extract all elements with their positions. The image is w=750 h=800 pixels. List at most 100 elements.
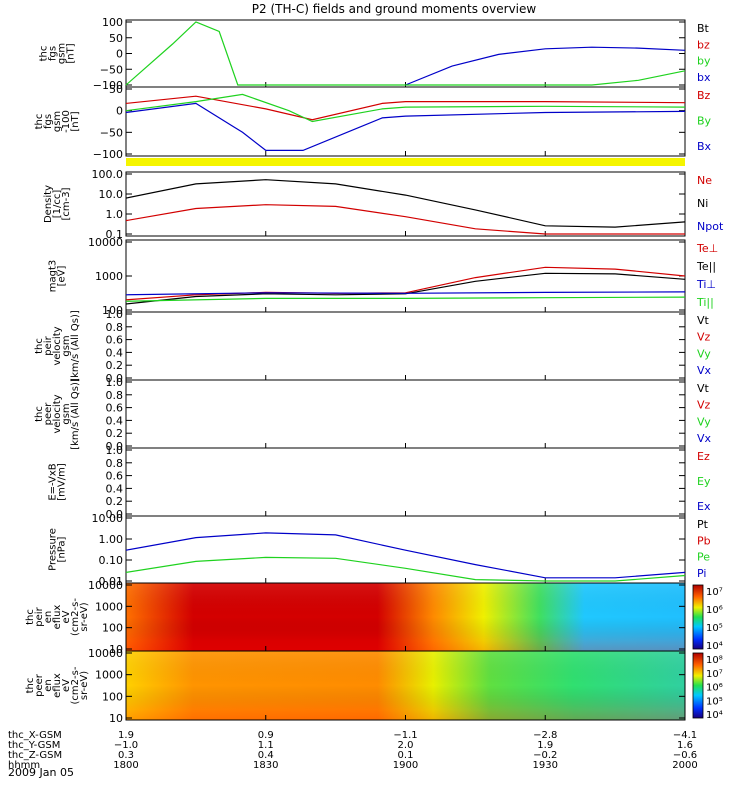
y-tick-label: 50 (109, 83, 123, 96)
legend-Te⊥: Te⊥ (696, 242, 718, 255)
date-label: 2009 Jan 05 (8, 766, 74, 779)
y-axis-label: thc (25, 609, 36, 625)
colorbar-tick-label: 10⁶ (706, 683, 723, 694)
series-fgs_b-Bz (125, 95, 686, 121)
x-row-value: 0.1 (398, 750, 414, 761)
y-axis-label: gsm (61, 403, 72, 424)
y-axis-label: velocity (52, 326, 63, 365)
legend-Vx: Vx (697, 364, 712, 377)
panel-frame (125, 515, 686, 584)
y-axis-label: velocity (52, 394, 63, 433)
y-axis-label: magt3 (48, 260, 59, 293)
spectrogram-shade (126, 583, 685, 651)
data-quality-bar (126, 158, 685, 166)
y-tick-label: 1000 (95, 669, 123, 682)
y-axis-label: Density (43, 185, 54, 223)
series-temp-Ti|| (125, 296, 686, 302)
x-row-value: −1.0 (114, 740, 138, 751)
y-axis-label: peer (43, 402, 54, 426)
y-axis-label: fgs (43, 114, 54, 129)
y-axis-label: Pressure (48, 528, 59, 571)
y-axis-label: peir (43, 335, 54, 355)
x-row-value: −2.8 (533, 730, 557, 741)
panels: 100500−50−100thcfgsgsm[nT]Btbzbybx500−50… (25, 16, 724, 725)
legend-Pe: Pe (697, 551, 710, 564)
x-row-value: 1.9 (118, 730, 134, 741)
y-tick-label: 0.0 (106, 372, 124, 385)
y-tick-label: 1.0 (106, 444, 124, 457)
y-tick-label: 100 (102, 622, 123, 635)
colorbar-tick-label: 10⁷ (706, 669, 723, 680)
y-tick-label: 10000 (88, 647, 123, 660)
y-tick-label: 1.00 (99, 533, 124, 546)
legend-By: By (697, 115, 712, 128)
colorbar-tick-label: 10⁸ (706, 655, 723, 666)
series-pressure-Pe (125, 556, 686, 582)
y-axis-label: [nT] (66, 43, 77, 63)
legend-Ti⊥: Ti⊥ (696, 278, 716, 291)
legend-Vt: Vt (697, 314, 710, 327)
x-row-value: 1.1 (258, 740, 274, 751)
panel-density: 100.0 10.0 1.0 0.1 Density[1/cc][cm-3] Ne Ni Np… (43, 168, 724, 241)
y-tick-label: 10.0 (99, 188, 124, 201)
x-row-value: −4.1 (673, 730, 697, 741)
legend-bz: bz (697, 38, 710, 51)
y-tick-label: 0.0 (106, 440, 124, 453)
y-axis-label: thc (34, 338, 45, 354)
legend-Ti||: Ti|| (696, 296, 714, 309)
panel-peir_spec: 10⁷ 10⁶ 10⁵ 10⁴ 10000 1000 100 10 thcpeireneflux… (25, 579, 723, 656)
x-row-value: 1800 (113, 760, 138, 771)
legend-Pi: Pi (697, 567, 706, 580)
y-axis-label: fgs (48, 46, 59, 61)
panel-efield: 1.00.80.60.40.20.0 E=-VxB[mV/m] Ez Ey Ex (48, 444, 711, 521)
y-axis-label: [eV] (57, 266, 68, 287)
series-fgs_b-By (125, 93, 686, 123)
x-row-value: 1.6 (677, 740, 693, 751)
x-row-value: 0.4 (258, 750, 274, 761)
y-axis-label: peir (34, 606, 45, 626)
y-tick-label: −50 (100, 63, 123, 76)
y-tick-label: 1.0 (106, 376, 124, 389)
y-tick-label: 10 (109, 643, 123, 656)
y-axis-label: eV (61, 610, 72, 623)
y-tick-label: 0.4 (106, 414, 124, 427)
panel-pressure: 10.00 1.00 0.10 0.01 Pressure[nPa] Pt Pb Pe Pi (48, 512, 711, 588)
legend-Te||: Te|| (696, 260, 716, 273)
y-axis-label: thc (34, 406, 45, 422)
y-axis-label: thc (39, 46, 50, 62)
x-row-label: hhmm (8, 760, 40, 771)
y-axis-label: peer (34, 673, 45, 697)
y-axis-label: sr-eV) (79, 602, 90, 631)
y-tick-label: 0.8 (106, 321, 124, 334)
x-row-value: 1830 (253, 760, 278, 771)
x-row-value: 1900 (393, 760, 418, 771)
legend-Bz: Bz (697, 89, 711, 102)
legend-Ex: Ex (697, 500, 711, 513)
series-fgs_b-Bx (125, 102, 686, 151)
series-temp-Ti⊥ (125, 291, 686, 296)
legend-Bt: Bt (697, 22, 710, 35)
legend-Ez: Ez (697, 450, 710, 463)
legend-Bx: Bx (697, 140, 712, 153)
y-tick-label: 0 (116, 48, 123, 61)
y-tick-label: −100 (93, 79, 123, 92)
x-row-value: −0.2 (533, 750, 557, 761)
y-axis-label: [km/s (All Qs)] (70, 310, 81, 382)
series-fgs-by (125, 21, 686, 86)
panel-frame (125, 379, 686, 449)
colorbar-tick-label: 10⁴ (706, 641, 723, 652)
y-tick-label: 1.0 (106, 308, 124, 321)
plot-title: P2 (TH-C) fields and ground moments over… (252, 2, 537, 16)
panel-peer_spec: 10⁸ 10⁷ 10⁶ 10⁵ 10⁴ 10000 1000 100 10 thcpeerenef… (25, 647, 723, 725)
y-tick-label: 10 (109, 712, 123, 725)
series-temp-Te⊥ (125, 266, 686, 301)
y-tick-label: 100.0 (92, 168, 124, 181)
panel-frame (125, 311, 686, 381)
y-tick-label: 10000 (88, 579, 123, 592)
legend-Ni: Ni (697, 197, 708, 210)
y-tick-label: 0.10 (99, 554, 124, 567)
y-axis-label: [nPa] (57, 536, 68, 562)
x-row-value: −1.1 (393, 730, 417, 741)
legend-Vx: Vx (697, 432, 712, 445)
